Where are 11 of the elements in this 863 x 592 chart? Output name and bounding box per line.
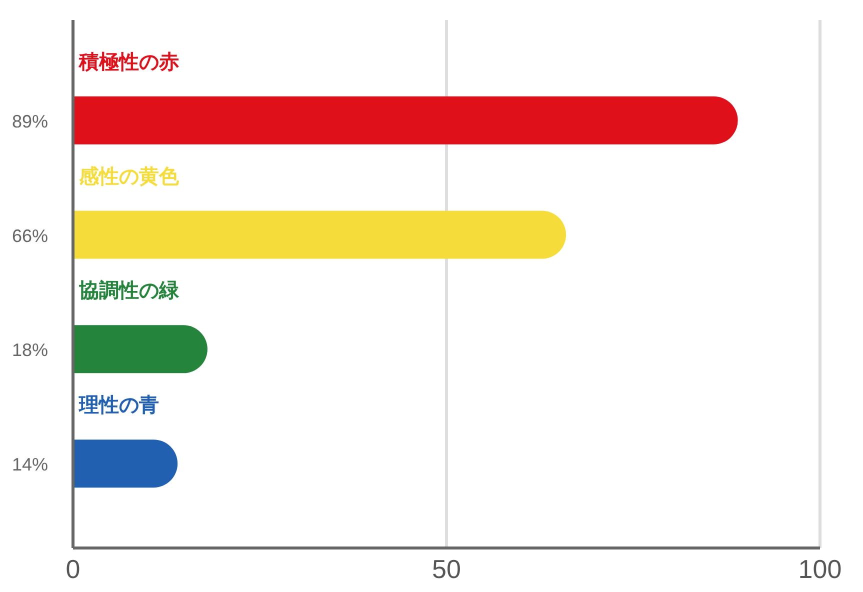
data-label: 14% (12, 454, 48, 475)
x-tick-label: 50 (432, 554, 461, 584)
x-tick-label: 100 (798, 554, 842, 584)
y-tick-label: 積極性の赤 (78, 51, 179, 74)
data-label: 66% (12, 226, 48, 246)
data-label: 18% (12, 340, 48, 360)
y-tick-label: 協調性の緑 (78, 279, 180, 302)
data-label: 89% (12, 111, 48, 132)
x-tick-label: 0 (66, 554, 80, 584)
y-tick-label: 理性の青 (78, 394, 159, 417)
y-tick-label: 感性の黄色 (78, 164, 180, 188)
